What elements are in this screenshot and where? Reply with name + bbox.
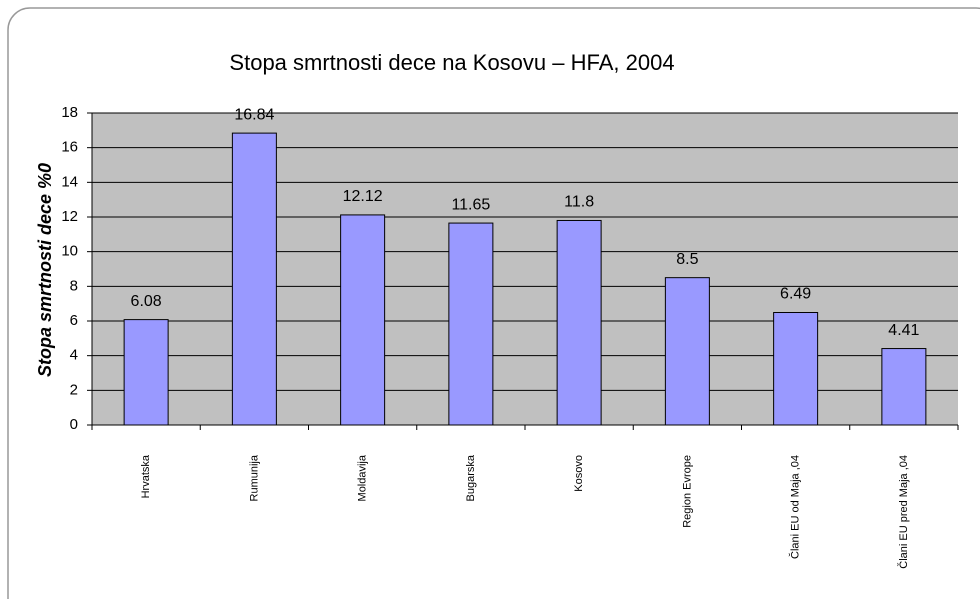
data-label: 16.84 [234,106,274,123]
x-tick-label: Člani EU od Maja ,04 [789,455,802,559]
y-tick-label: 0 [70,416,78,433]
data-label: 11.8 [564,194,594,211]
y-tick-label: 10 [61,243,78,260]
bar [231,132,277,426]
data-label: 11.65 [451,196,490,213]
x-tick-label: Bugarska [465,454,477,501]
chart-title: Stopa smrtnosti dece na Kosovu – HFA, 20… [229,50,674,75]
y-tick-label: 16 [61,139,78,156]
x-tick-label: Rumunija [248,454,260,501]
bar [123,319,169,426]
bar [556,219,602,426]
data-label: 6.49 [780,286,811,303]
x-tick-label: Moldavija [357,454,369,501]
x-tick-label: Region Evrope [681,455,693,528]
x-tick-label: Kosovo [573,455,585,492]
y-tick-label: 8 [70,277,78,294]
bar [340,214,386,426]
data-label: 8.5 [676,251,698,268]
y-tick-label: 4 [70,347,78,364]
data-label: 6.08 [131,293,162,310]
y-tick-label: 18 [61,104,78,121]
y-tick-label: 12 [61,208,78,225]
y-tick-label: 14 [61,173,78,190]
bar [881,348,927,426]
bar [773,312,819,426]
x-tick-label: Hrvatska [140,454,152,498]
plot-area [92,113,958,425]
x-tick-label: Člani EU pred Maja ,04 [897,455,910,569]
data-label: 4.41 [888,322,919,339]
y-axis-label: Stopa smrtnosti dece %0 [35,163,55,377]
data-label: 12.12 [343,188,383,205]
bar [664,277,710,426]
bar [448,222,494,426]
y-tick-label: 6 [70,312,78,329]
y-tick-label: 2 [70,381,78,398]
